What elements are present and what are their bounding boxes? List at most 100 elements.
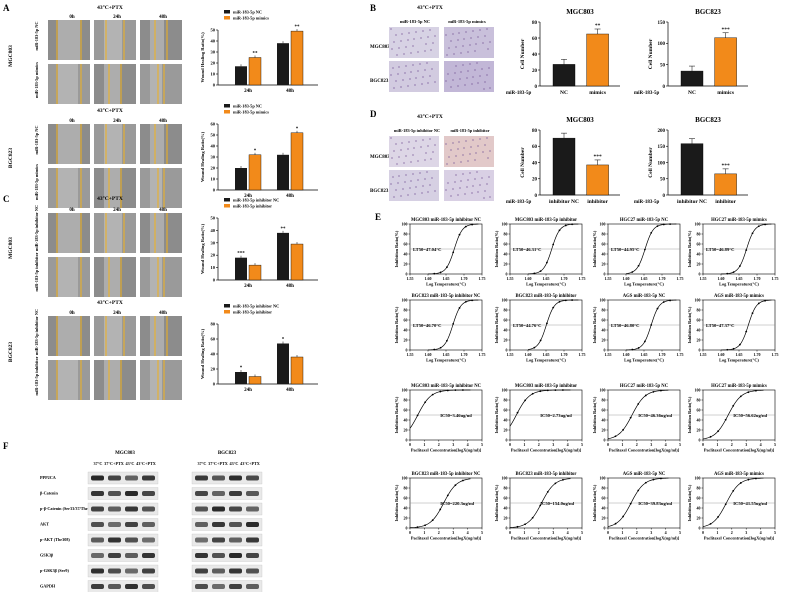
x-axis-label: Log Temperature(°C): [526, 282, 566, 287]
cell-dot: [472, 139, 474, 141]
y-tick-label: 20: [211, 166, 216, 171]
protein-band: [195, 522, 208, 527]
cell-dot: [412, 64, 414, 66]
x-tick-label: 1.70: [561, 352, 568, 357]
cell-dot: [400, 149, 402, 151]
curve-title: BGC823 miR-183-5p inhibitor: [516, 472, 577, 477]
data-point: [424, 524, 427, 527]
cell-dot: [424, 159, 426, 161]
cell-dot: [424, 178, 426, 180]
cell-dot: [484, 81, 486, 83]
x-tick-label: 3: [552, 442, 554, 447]
y-tick-label: 0: [604, 348, 606, 353]
data-point: [539, 390, 542, 393]
y-tick-label: 60: [532, 37, 538, 42]
y-tick-label: 60: [404, 318, 408, 323]
cell-dot: [445, 80, 447, 82]
panel-c-time-0h: 0h: [69, 208, 75, 213]
data-point: [650, 324, 653, 326]
x-tick-label: 5: [679, 530, 681, 535]
cell-dot: [412, 154, 414, 156]
data-point: [629, 416, 632, 419]
cell-dot: [460, 52, 462, 54]
blot-strip: [87, 471, 159, 485]
data-point: [709, 435, 712, 438]
cell-dot: [457, 148, 459, 150]
scratch-gap: [58, 257, 78, 297]
protein-band: [212, 553, 225, 558]
data-point: [724, 503, 727, 506]
y-tick-label: 100: [695, 476, 701, 481]
data-point: [637, 347, 640, 349]
x-tick-label: 1.60: [718, 276, 725, 281]
y-tick-label: 80: [504, 486, 508, 491]
y-tick-label: 0: [604, 438, 606, 443]
cell-dot: [393, 87, 395, 89]
cell-dot: [459, 187, 461, 189]
scratch-gap: [104, 360, 120, 400]
cell-dot: [429, 29, 431, 31]
x-tick-label: 1.55: [605, 276, 612, 281]
data-point: [739, 343, 741, 346]
panel-c-row-inhibitor-bgc: miR-183-5p inhibitor: [34, 356, 39, 395]
x-tick-label: 1.75: [479, 352, 486, 357]
panel-f-group-mgc803: MGC803: [115, 451, 135, 456]
y-tick-label: 80: [602, 232, 606, 237]
bar-series-a: [235, 257, 247, 280]
cell-dot: [391, 157, 393, 159]
scratch-gap: [150, 316, 164, 356]
cell-dot: [460, 71, 462, 73]
protein-band: [246, 506, 259, 512]
y-tick-label: 20: [504, 262, 508, 267]
protein-band: [212, 491, 225, 496]
y-tick-label: 100: [402, 222, 408, 227]
x-tick-label: 1.60: [718, 352, 725, 357]
cell-dot: [472, 185, 474, 187]
cell-dot: [472, 76, 474, 78]
curve-annotation: LT50=44.95°C: [611, 247, 639, 252]
x-lead-label: miR-183-5p: [506, 91, 531, 96]
cell-dot: [483, 88, 485, 90]
cell-dot: [407, 39, 409, 41]
protein-band: [125, 553, 138, 558]
scratch-gap: [58, 124, 80, 164]
cell-dot: [413, 38, 415, 40]
y-tick-label: 0: [604, 272, 606, 277]
cell-dot: [422, 76, 424, 78]
cell-dot: [413, 147, 415, 149]
scratch-gap: [58, 20, 80, 60]
cell-dot: [489, 196, 491, 198]
y-tick-label: 0: [213, 188, 216, 193]
cell-dot: [398, 47, 400, 49]
panel-a-time-24h-bgc: 24h: [113, 119, 121, 124]
data-point: [751, 232, 754, 235]
cell-dot: [405, 65, 407, 67]
x-tick-label: 1.65: [736, 352, 743, 357]
cell-dot: [450, 86, 452, 88]
bar-series-b: [248, 154, 262, 191]
cell-dot: [479, 75, 481, 77]
protein-band: [195, 553, 208, 558]
x-tick-label: 5: [581, 442, 583, 447]
y-tick-label: 100: [600, 476, 606, 481]
y-tick-label: 60: [697, 408, 701, 413]
y-axis-label: Inhibition Ratio(%): [687, 484, 692, 521]
protein-band: [246, 475, 259, 481]
data-point: [439, 390, 442, 393]
cell-dot: [414, 84, 416, 86]
curve-title: HGC27 miR-183-5p NC: [620, 218, 669, 223]
panel-c-row-nc-bgc: miR-183-5p inhibitor NC: [34, 309, 39, 355]
cell-dot: [430, 49, 432, 51]
y-tick-label: 60: [211, 122, 216, 127]
panel-a-time-0h-bgc: 0h: [69, 119, 75, 124]
cell-dot: [431, 68, 433, 70]
y-tick-label: 60: [504, 242, 508, 247]
significance-mark: **: [281, 227, 287, 232]
data-point: [431, 393, 434, 396]
y-tick-label: 0: [663, 85, 666, 90]
x-tick-label: 1.65: [443, 352, 450, 357]
y-tick-label: 60: [504, 496, 508, 501]
x-tick-label: 0: [509, 442, 511, 447]
y-tick-label: 0: [699, 438, 701, 443]
blot-strip: [87, 533, 159, 547]
